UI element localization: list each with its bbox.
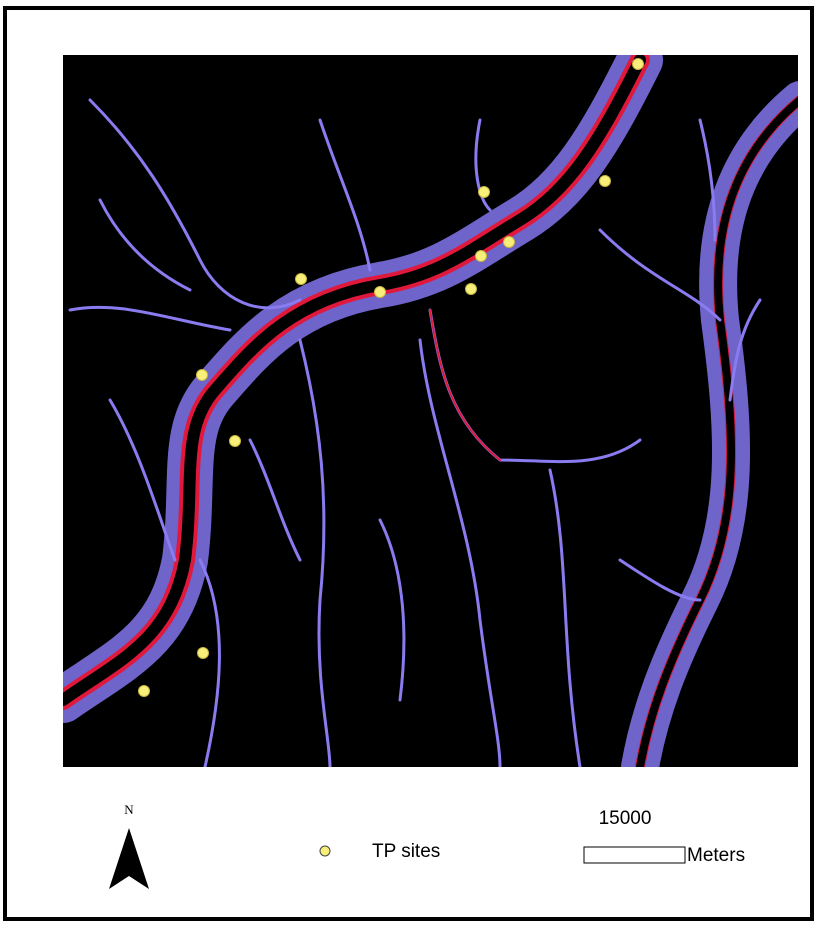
legend: TP sites bbox=[319, 841, 440, 862]
legend-symbol bbox=[319, 845, 331, 857]
scale-units: Meters bbox=[687, 845, 745, 866]
tp-site bbox=[196, 369, 208, 381]
tp-site bbox=[478, 186, 490, 198]
tp-site bbox=[197, 647, 209, 659]
tp-site bbox=[475, 250, 487, 262]
legend-label: TP sites bbox=[372, 841, 440, 862]
tp-site bbox=[465, 283, 477, 295]
scale-box bbox=[583, 846, 686, 864]
tp-site bbox=[632, 58, 644, 70]
arrow-left bbox=[109, 828, 129, 889]
map bbox=[63, 55, 798, 767]
tp-sites bbox=[138, 58, 644, 697]
arrow-right bbox=[129, 828, 149, 889]
wetland-edge bbox=[429, 309, 501, 461]
tp-site bbox=[229, 435, 241, 447]
frame bbox=[3, 6, 814, 921]
scale-distance: 15000 bbox=[599, 808, 652, 829]
river bbox=[63, 55, 646, 706]
tributaries bbox=[68, 98, 762, 767]
north-arrow: N bbox=[109, 802, 149, 889]
tp-site bbox=[295, 273, 307, 285]
tp-site bbox=[138, 685, 150, 697]
tp-site bbox=[503, 236, 515, 248]
river bbox=[636, 96, 798, 767]
scale-bar: 15000 Meters bbox=[583, 808, 745, 866]
tp-site bbox=[599, 175, 611, 187]
north-label: N bbox=[124, 802, 134, 817]
tp-site bbox=[374, 286, 386, 298]
